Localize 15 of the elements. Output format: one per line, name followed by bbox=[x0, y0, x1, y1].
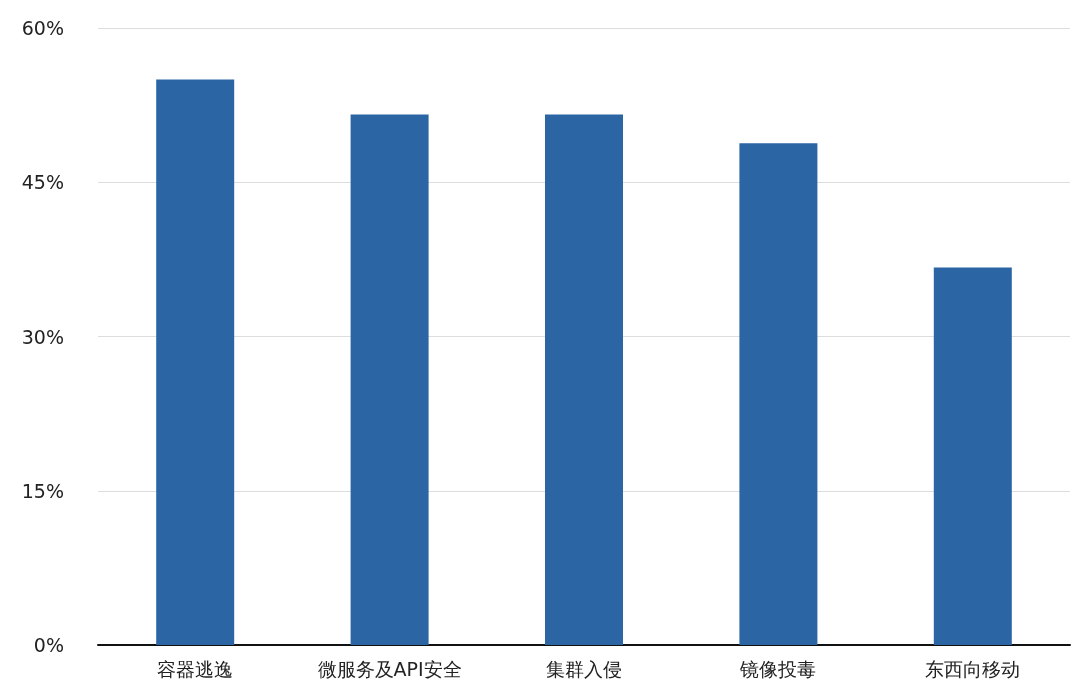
bar bbox=[933, 267, 1012, 645]
y-tick-label: 60% bbox=[21, 17, 64, 39]
bar bbox=[156, 79, 235, 645]
y-tick-label: 15% bbox=[21, 479, 64, 502]
y-tick-label: 45% bbox=[21, 171, 64, 194]
x-tick-label: 微服务及API安全 bbox=[317, 657, 462, 680]
bar bbox=[350, 114, 429, 645]
y-tick-label: 0% bbox=[33, 634, 64, 656]
y-tick-label: 30% bbox=[21, 325, 64, 348]
bar bbox=[545, 114, 623, 645]
x-tick-label: 东西向移动 bbox=[925, 657, 1021, 680]
x-tick-label: 镜像投毒 bbox=[739, 657, 817, 680]
bar bbox=[739, 143, 818, 645]
x-tick-label: 集群入侵 bbox=[546, 657, 622, 680]
x-tick-label: 容器逃逸 bbox=[157, 657, 234, 680]
